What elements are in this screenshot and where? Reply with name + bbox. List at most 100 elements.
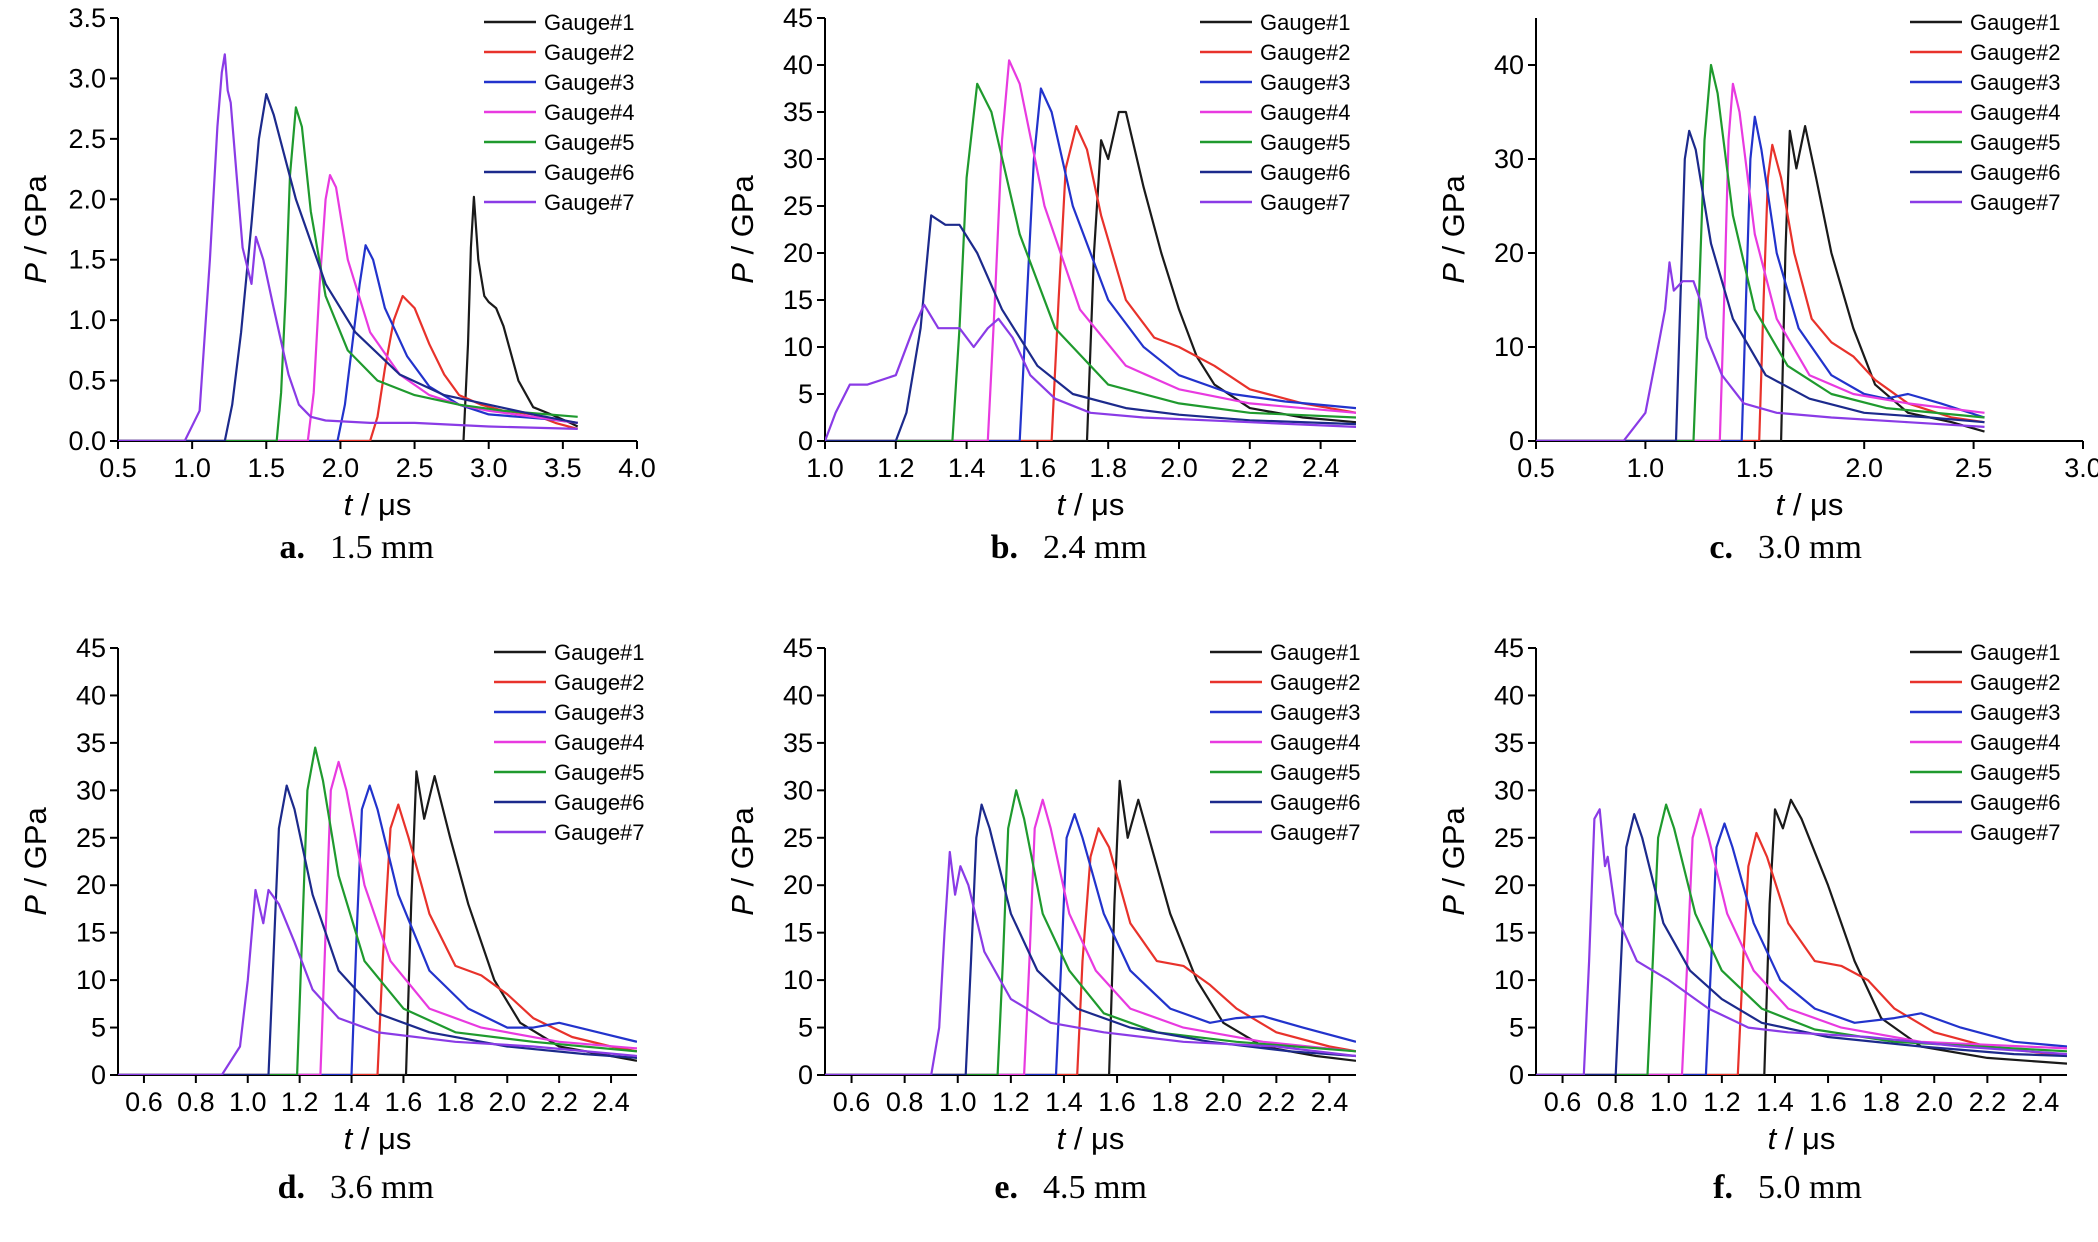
series-line-gauge1: [1536, 125, 1985, 441]
series-line-gauge5: [118, 106, 578, 441]
chart-panel-d: 0 5 10 15 20 25 30 35 40 45 0.6 0.8 1.0 1.2 1.4 1.6 1.8 2…: [18, 633, 645, 1206]
legend-label: Gauge#5: [1260, 130, 1351, 155]
legend-label: Gauge#7: [554, 820, 645, 845]
y-tick-label: 10: [76, 965, 106, 995]
y-tick-label: 35: [783, 728, 813, 758]
series-line-gauge6: [1536, 813, 2067, 1075]
series-line-gauge3: [825, 87, 1356, 441]
caption-text: 4.5 mm: [1043, 1169, 1147, 1206]
legend-label: Gauge#6: [1260, 160, 1351, 185]
legend-label: Gauge#4: [1970, 100, 2061, 125]
x-tick-label: 0.6: [833, 1087, 871, 1117]
caption-letter: c.: [1709, 529, 1733, 566]
x-tick-label: 2.4: [1311, 1087, 1349, 1117]
caption-letter: a.: [280, 529, 306, 566]
series-line-gauge3: [1536, 822, 2067, 1075]
y-tick-label: 25: [783, 823, 813, 853]
x-axis-title: t / μs: [1057, 1121, 1125, 1156]
legend-label: Gauge#5: [1270, 760, 1361, 785]
y-tick-label: 30: [1494, 144, 1524, 174]
y-tick-label: 0: [798, 426, 813, 456]
y-tick-label: 25: [1494, 823, 1524, 853]
legend-label: Gauge#2: [1970, 40, 2061, 65]
legend-label: Gauge#4: [1260, 100, 1351, 125]
y-tick-label: 15: [1494, 918, 1524, 948]
x-tick-label: 1.6: [385, 1087, 423, 1117]
legend-label: Gauge#7: [1970, 820, 2061, 845]
caption-text: 3.6 mm: [330, 1169, 434, 1206]
series-line-gauge1: [118, 195, 579, 441]
chart-panel-c: 0 10 20 30 40 0.5 1.0 1.5 2.0 2.5 3.0 t / μs P / GPa…: [1436, 10, 2098, 566]
y-tick-label: 3.5: [68, 3, 106, 33]
y-tick-label: 45: [783, 3, 813, 33]
x-tick-label: 3.0: [2064, 453, 2098, 483]
caption-letter: b.: [991, 529, 1018, 566]
legend-label: Gauge#5: [1970, 760, 2061, 785]
legend-label: Gauge#3: [1270, 700, 1361, 725]
series-line-gauge2: [1536, 831, 2067, 1075]
legend-label: Gauge#7: [544, 190, 635, 215]
y-tick-label: 45: [1494, 633, 1524, 663]
x-tick-label: 1.2: [992, 1087, 1030, 1117]
x-tick-label: 2.2: [1969, 1087, 2007, 1117]
x-tick-label: 1.2: [877, 453, 915, 483]
series-line-gauge4: [118, 174, 578, 441]
y-tick-label: 35: [783, 97, 813, 127]
series-line-gauge7: [1536, 808, 2067, 1075]
legend-label: Gauge#3: [1970, 70, 2061, 95]
legend-label: Gauge#3: [1260, 70, 1351, 95]
legend-label: Gauge#2: [1970, 670, 2061, 695]
x-tick-label: 1.0: [1650, 1087, 1688, 1117]
series-line-gauge6: [118, 784, 637, 1075]
x-tick-label: 1.0: [806, 453, 844, 483]
y-tick-label: 2.5: [68, 124, 106, 154]
caption-letter: f.: [1713, 1169, 1733, 1206]
legend-label: Gauge#7: [1270, 820, 1361, 845]
series-line-gauge5: [825, 82, 1356, 441]
y-tick-label: 45: [76, 633, 106, 663]
y-tick-label: 20: [783, 238, 813, 268]
x-axis-title: t / μs: [1057, 487, 1125, 522]
x-tick-label: 2.5: [396, 453, 434, 483]
series-line-gauge2: [118, 294, 578, 441]
x-tick-label: 1.8: [437, 1087, 475, 1117]
x-tick-label: 1.6: [1098, 1087, 1136, 1117]
x-tick-label: 2.0: [488, 1087, 526, 1117]
y-tick-label: 10: [1494, 332, 1524, 362]
y-axis-title: P / GPa: [725, 174, 760, 283]
x-tick-label: 2.2: [540, 1087, 578, 1117]
legend-label: Gauge#1: [1970, 10, 2061, 35]
series-line-gauge5: [118, 746, 637, 1075]
x-tick-label: 2.2: [1231, 453, 1269, 483]
legend-label: Gauge#2: [554, 670, 645, 695]
x-tick-label: 0.8: [177, 1087, 215, 1117]
caption-text: 3.0 mm: [1758, 529, 1862, 566]
y-tick-label: 20: [76, 870, 106, 900]
y-tick-label: 20: [783, 870, 813, 900]
x-tick-label: 2.5: [1955, 453, 1993, 483]
legend-label: Gauge#4: [554, 730, 645, 755]
y-tick-label: 15: [783, 285, 813, 315]
x-tick-label: 2.0: [1204, 1087, 1242, 1117]
y-tick-label: 2.0: [68, 184, 106, 214]
y-tick-label: 25: [783, 191, 813, 221]
legend-label: Gauge#4: [1970, 730, 2061, 755]
x-tick-label: 2.0: [1845, 453, 1883, 483]
y-axis-title: P / GPa: [18, 174, 53, 283]
x-tick-label: 0.6: [1544, 1087, 1582, 1117]
legend-label: Gauge#6: [554, 790, 645, 815]
y-tick-label: 0: [1509, 1060, 1524, 1090]
y-tick-label: 5: [91, 1013, 106, 1043]
y-tick-label: 15: [76, 918, 106, 948]
y-tick-label: 15: [783, 918, 813, 948]
series-line-gauge4: [1536, 808, 2067, 1075]
series-line-gauge5: [1536, 63, 1985, 441]
caption-text: 5.0 mm: [1758, 1169, 1862, 1206]
legend-label: Gauge#4: [1270, 730, 1361, 755]
legend-label: Gauge#6: [1270, 790, 1361, 815]
x-tick-label: 1.4: [948, 453, 986, 483]
x-tick-label: 4.0: [618, 453, 656, 483]
series-line-gauge7: [118, 888, 637, 1075]
y-tick-label: 0: [1509, 426, 1524, 456]
series-line-gauge3: [118, 244, 578, 441]
